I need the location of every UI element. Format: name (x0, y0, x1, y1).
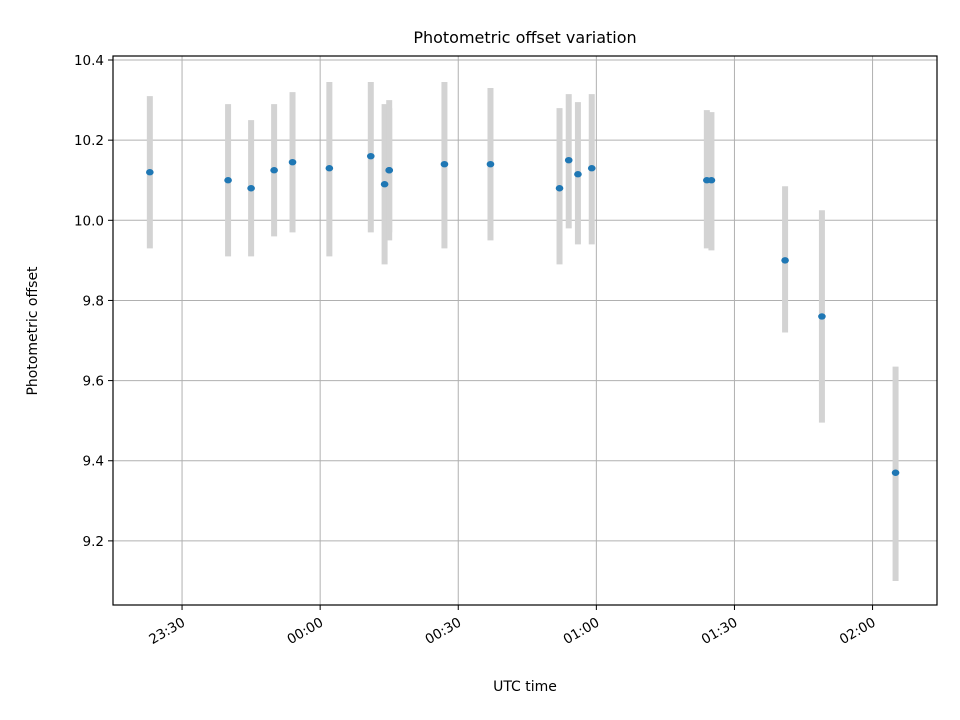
y-axis-label: Photometric offset (25, 266, 41, 396)
data-points (146, 152, 900, 476)
data-point (288, 158, 297, 166)
data-point (781, 257, 789, 264)
y-tick-label: 9.4 (83, 454, 104, 470)
y-tick-label: 10.4 (74, 53, 104, 69)
y-tick-label: 10.2 (74, 133, 104, 149)
data-point (486, 160, 495, 168)
data-point (564, 156, 573, 164)
x-axis-label: UTC time (493, 679, 557, 695)
data-point (270, 167, 278, 174)
data-point (325, 165, 334, 172)
y-tick-label: 9.6 (83, 374, 104, 390)
y-tick-label: 9.2 (83, 534, 104, 550)
data-point (366, 152, 375, 160)
data-point (587, 165, 596, 172)
y-tick-label: 9.8 (83, 293, 104, 309)
chart-title: Photometric offset variation (413, 28, 636, 47)
data-point (574, 171, 582, 178)
data-point (385, 167, 394, 174)
plot-frame (112, 55, 938, 606)
data-point (440, 160, 449, 168)
data-point (818, 313, 826, 320)
y-tick-label: 10.0 (74, 213, 104, 229)
y-axis-ticks: 9.2 9.4 9.6 9.8 10.0 10.2 10.4 (74, 53, 113, 550)
data-point (146, 169, 154, 176)
data-point (555, 185, 564, 192)
data-point (380, 181, 389, 188)
data-point (224, 177, 232, 184)
data-point (707, 177, 716, 184)
data-point (891, 469, 900, 476)
data-point (247, 185, 255, 192)
